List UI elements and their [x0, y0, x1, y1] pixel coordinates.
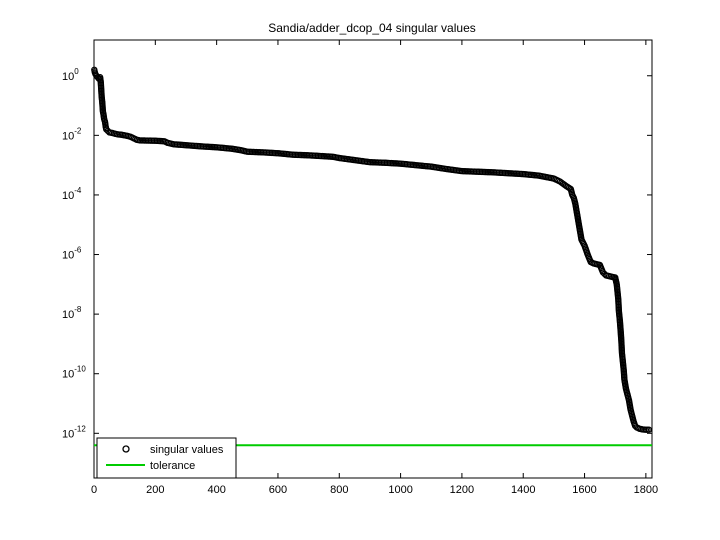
- chart-title: Sandia/adder_dcop_04 singular values: [268, 21, 476, 35]
- singular-values-series: [91, 66, 653, 433]
- y-tick-label: 10-6: [62, 246, 82, 262]
- x-tick-label: 600: [269, 484, 287, 496]
- x-tick-label: 400: [207, 484, 225, 496]
- x-tick-label: 0: [91, 484, 97, 496]
- data-point: [645, 426, 653, 433]
- plot-area: [93, 39, 653, 479]
- y-tick-label: 10-10: [62, 365, 86, 381]
- x-tick-label: 1200: [450, 484, 474, 496]
- x-tick-label: 800: [330, 484, 348, 496]
- y-tick-label: 10-12: [62, 424, 86, 440]
- legend-label-tolerance: tolerance: [150, 460, 195, 472]
- x-tick-label: 1600: [572, 484, 596, 496]
- legend: singular values tolerance: [96, 437, 237, 479]
- x-tick-label: 1400: [511, 484, 535, 496]
- y-tick-label: 100: [62, 67, 79, 83]
- legend-marker-singular-values: [122, 445, 130, 453]
- legend-box: [96, 437, 237, 479]
- x-tick-label: 200: [146, 484, 164, 496]
- legend-label-singular-values: singular values: [150, 444, 224, 456]
- y-tick-label: 10-8: [62, 305, 82, 321]
- y-tick-label: 10-4: [62, 186, 82, 202]
- x-axis: 0 200 400 600 800 1000 1200 1400 1600 1800: [91, 40, 658, 496]
- y-tick-label: 10-2: [62, 126, 82, 142]
- x-tick-label: 1800: [634, 484, 658, 496]
- y-axis: 100 10-2 10-4 10-6 10-8 10-10 10-12: [62, 67, 652, 440]
- x-tick-label: 1000: [388, 484, 412, 496]
